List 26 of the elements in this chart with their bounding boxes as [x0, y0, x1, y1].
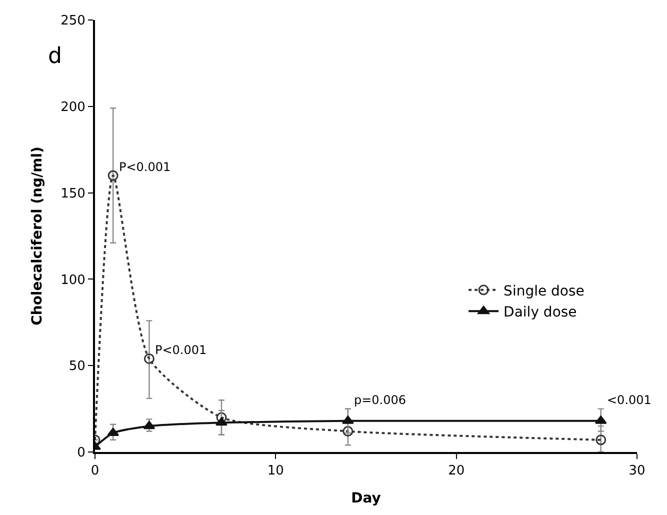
y-axis-title: Cholecalciferol (ng/ml): [30, 146, 46, 326]
x-axis-title: Day: [351, 490, 381, 506]
y-tick-label: 250: [60, 14, 86, 29]
legend-label: Daily dose: [504, 304, 577, 321]
x-tick-label: 20: [448, 464, 465, 479]
x-tick-label: 0: [90, 464, 100, 479]
annotation: p=0.006: [354, 393, 406, 407]
point: [216, 412, 227, 423]
point: [342, 426, 354, 437]
y-tick-label: 50: [68, 359, 86, 374]
legend-label: Single dose: [504, 283, 584, 300]
y-tick-label: 200: [60, 100, 86, 115]
point: [108, 170, 118, 181]
point: [144, 353, 154, 364]
text: d: [48, 44, 62, 69]
y-tick-label: 0: [77, 446, 86, 461]
annotation: P<0.001: [119, 160, 171, 174]
x-tick-label: 10: [267, 464, 284, 479]
point: [216, 417, 228, 426]
annotation: <0.001: [607, 393, 652, 407]
annotation: P<0.001: [155, 343, 207, 357]
point: [596, 434, 606, 446]
y-tick-label: 100: [60, 272, 86, 288]
y-tick-label: 150: [60, 186, 86, 202]
x-tick-label: 30: [628, 464, 646, 479]
point: [143, 420, 156, 430]
